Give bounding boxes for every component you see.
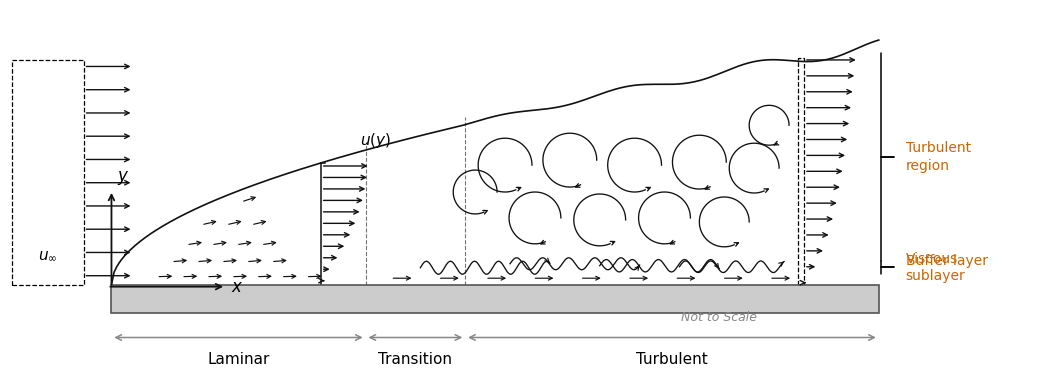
- Text: Turbulent
region: Turbulent region: [906, 141, 971, 172]
- Text: $u_\infty$: $u_\infty$: [38, 248, 58, 263]
- Text: Buffer layer: Buffer layer: [906, 254, 987, 268]
- Text: Turbulent: Turbulent: [636, 352, 708, 367]
- Bar: [112, 285, 879, 312]
- Text: x: x: [231, 278, 241, 296]
- Text: $u(y)$: $u(y)$: [360, 131, 391, 150]
- Text: Transition: Transition: [379, 352, 452, 367]
- Text: y: y: [117, 167, 128, 185]
- Text: Laminar: Laminar: [207, 352, 270, 367]
- Text: Not to Scale: Not to Scale: [681, 311, 757, 324]
- Text: Viscous
sublayer: Viscous sublayer: [906, 252, 965, 283]
